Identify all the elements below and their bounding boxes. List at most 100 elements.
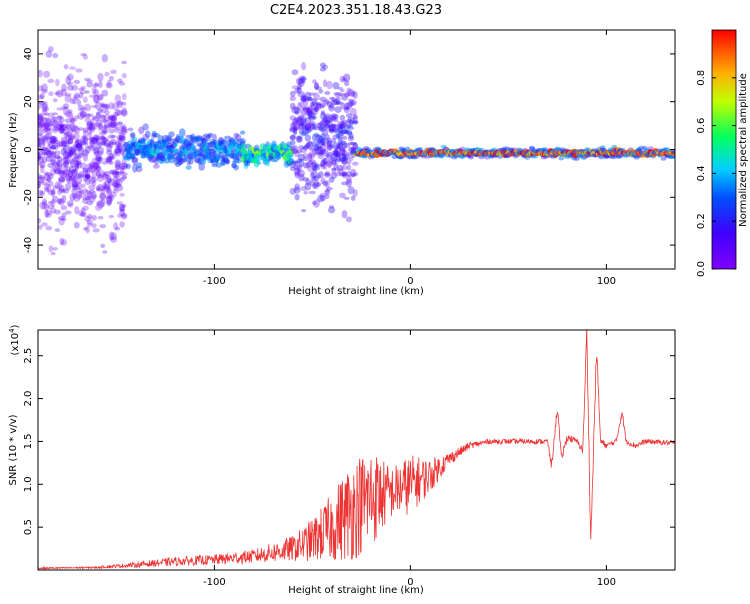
spectrogram-cell [339, 148, 346, 157]
spectrogram-cell [307, 97, 313, 102]
spectrogram-cell [145, 130, 151, 138]
spectrogram-cell [101, 89, 109, 97]
spectrogram-cell [363, 146, 370, 150]
spectrogram-cell [109, 141, 118, 146]
spectrogram-cell [67, 139, 74, 145]
spectrogram-cell [326, 116, 333, 124]
spectrogram-cell [398, 146, 405, 151]
spectrogram-cell [331, 137, 337, 144]
spectrogram-cell [330, 113, 338, 120]
spectrogram-cell [101, 161, 108, 165]
spectrogram-cell [203, 139, 209, 149]
spectrogram-cell [391, 155, 398, 159]
spectrogram-cell [114, 183, 122, 189]
spectrogram-cell [70, 159, 75, 169]
spectrogram-cell [57, 198, 62, 205]
spectrogram-cell [219, 143, 227, 150]
spectrogram-cell [322, 117, 328, 121]
spectrogram-cell [73, 185, 81, 190]
spectrogram-cell [319, 143, 327, 153]
spectrogram-cell [66, 84, 74, 91]
spectrogram-cell [153, 163, 160, 169]
spectrogram-cell [298, 145, 305, 150]
spectrogram-cell [93, 137, 99, 146]
spectrogram-cell [56, 182, 63, 190]
spectrogram-cell [85, 169, 91, 178]
snr-y-tick-label: 0.5 [23, 519, 34, 535]
spectrogram-cell [142, 123, 149, 131]
spectrogram-cell [85, 196, 91, 201]
spectrogram-cell [100, 136, 106, 140]
spectrogram-cell [56, 160, 63, 168]
spectrogram-cell [671, 150, 675, 155]
spectrogram-cell [78, 87, 84, 91]
spectrogram-cell [155, 141, 162, 149]
spectrogram-cell [43, 171, 50, 176]
spectrogram-cell [338, 126, 343, 134]
spectrogram-cell [60, 170, 68, 179]
spectrogram-cell [333, 92, 339, 96]
spectrogram-cell [50, 116, 56, 122]
spectrogram-cell [38, 217, 42, 224]
spectrogram-cell [87, 127, 93, 135]
spectrogram-cell [82, 127, 89, 134]
spectrogram-cell [289, 127, 297, 132]
spectrogram-cell [95, 165, 102, 173]
spectrogram-cell [212, 150, 218, 158]
spectrogram-cell [112, 169, 120, 179]
spectrogram-cell [324, 172, 330, 177]
spectrogram-cell [159, 156, 167, 162]
spectrogram-cell [229, 152, 235, 159]
spectrogram-cell [120, 172, 128, 176]
spectrogram-cell [301, 75, 306, 84]
svg-text:(x104): (x104) [8, 324, 21, 355]
spectrogram-cell [46, 127, 52, 131]
spectrogram-cell [196, 137, 203, 143]
spectrogram-cell [60, 136, 68, 144]
spectrogram-cell [301, 209, 307, 213]
spectrogram-cell [348, 119, 354, 128]
spectrogram-cell [349, 141, 357, 146]
spectrogram-cell [112, 180, 119, 189]
spectrogram-cell [99, 114, 106, 124]
spectrogram-cell [56, 198, 63, 204]
spectrogram-cell [38, 180, 42, 189]
spectrogram-cell [49, 150, 57, 155]
spectrogram-cell [73, 153, 81, 159]
spectrogram-cell [71, 188, 79, 195]
spectrogram-cell [322, 149, 329, 154]
spectrogram-cell [45, 117, 52, 123]
spectrogram-cell [54, 91, 61, 96]
spectrogram-cell [117, 122, 123, 127]
spectrogram-cell [67, 149, 73, 158]
spectrogram-cell [315, 147, 322, 155]
spectrogram-cell [38, 151, 41, 157]
spectrogram-cell [104, 110, 110, 115]
spectrogram-cell [69, 133, 76, 141]
spectrogram-cell [308, 112, 316, 119]
spectrogram-cell [48, 91, 54, 97]
spectrogram-cell [92, 134, 100, 142]
spectrogram-cell [166, 136, 172, 145]
snr-series-line [38, 330, 675, 570]
spectrogram-cell [96, 169, 101, 179]
spectrogram-cell [39, 201, 46, 210]
colorbar-tick-label: 0.8 [696, 70, 707, 86]
spectrogram-cell [304, 127, 312, 134]
spectrogram-cell [350, 195, 356, 201]
spectrogram-cell [45, 213, 52, 218]
spectrogram-cell [82, 167, 89, 173]
spectrogram-cell [38, 85, 44, 92]
spectrogram-cell [343, 153, 351, 161]
spectrogram-cell [56, 142, 63, 148]
spectrogram-cell [95, 161, 101, 165]
spectrogram-cell [72, 144, 77, 148]
spectrogram-cell [58, 125, 66, 134]
spectrogram-cell [47, 190, 55, 196]
spectrogram-cell [58, 176, 65, 183]
spectrogram-cell [95, 185, 101, 191]
spectrogram-cell [38, 181, 41, 186]
spectrogram-cell [337, 101, 343, 105]
spectrogram-cell [289, 95, 296, 102]
